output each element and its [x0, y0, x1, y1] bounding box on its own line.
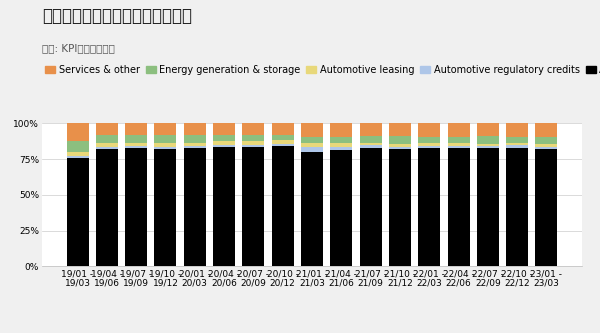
- Bar: [359, 136, 382, 143]
- Bar: [359, 148, 382, 266]
- Bar: [535, 137, 557, 144]
- Bar: [125, 136, 147, 143]
- Bar: [154, 143, 176, 147]
- Bar: [272, 146, 293, 266]
- Bar: [331, 147, 352, 151]
- Bar: [125, 148, 147, 266]
- Bar: [301, 143, 323, 147]
- Bar: [535, 123, 557, 137]
- Bar: [184, 123, 206, 136]
- Bar: [448, 123, 470, 137]
- Bar: [125, 146, 147, 148]
- Bar: [418, 146, 440, 148]
- Bar: [389, 147, 411, 149]
- Bar: [331, 123, 352, 137]
- Bar: [272, 136, 293, 141]
- Bar: [359, 143, 382, 146]
- Bar: [154, 123, 176, 136]
- Bar: [389, 144, 411, 147]
- Bar: [477, 136, 499, 144]
- Bar: [67, 158, 89, 266]
- Bar: [184, 146, 206, 148]
- Bar: [418, 148, 440, 266]
- Bar: [96, 123, 118, 136]
- Bar: [331, 151, 352, 266]
- Bar: [242, 123, 265, 136]
- Bar: [331, 137, 352, 143]
- Bar: [96, 147, 118, 149]
- Bar: [506, 148, 528, 266]
- Bar: [359, 123, 382, 136]
- Bar: [272, 141, 293, 144]
- Bar: [242, 147, 265, 266]
- Text: テスラのセグメント別売上の割合: テスラのセグメント別売上の割合: [42, 7, 192, 25]
- Bar: [448, 137, 470, 143]
- Bar: [67, 141, 89, 152]
- Bar: [535, 144, 557, 147]
- Bar: [535, 147, 557, 149]
- Bar: [418, 137, 440, 143]
- Bar: [301, 147, 323, 152]
- Bar: [154, 149, 176, 266]
- Bar: [67, 156, 89, 158]
- Bar: [506, 143, 528, 146]
- Bar: [331, 143, 352, 147]
- Bar: [213, 145, 235, 147]
- Bar: [154, 147, 176, 149]
- Bar: [448, 148, 470, 266]
- Bar: [272, 144, 293, 146]
- Bar: [67, 123, 89, 141]
- Bar: [184, 136, 206, 143]
- Bar: [506, 146, 528, 148]
- Bar: [184, 148, 206, 266]
- Bar: [301, 123, 323, 137]
- Bar: [477, 146, 499, 148]
- Legend: Services & other, Energy generation & storage, Automotive leasing, Automotive re: Services & other, Energy generation & st…: [41, 61, 600, 79]
- Bar: [448, 146, 470, 148]
- Bar: [125, 123, 147, 136]
- Bar: [477, 148, 499, 266]
- Bar: [242, 136, 265, 141]
- Bar: [389, 149, 411, 266]
- Bar: [389, 123, 411, 136]
- Bar: [418, 123, 440, 137]
- Text: 出典: KPIデータベース: 出典: KPIデータベース: [42, 43, 115, 53]
- Bar: [506, 123, 528, 137]
- Bar: [154, 136, 176, 143]
- Bar: [301, 152, 323, 266]
- Bar: [272, 123, 293, 136]
- Bar: [477, 144, 499, 146]
- Bar: [125, 143, 147, 146]
- Bar: [418, 143, 440, 146]
- Bar: [96, 136, 118, 143]
- Bar: [389, 136, 411, 144]
- Bar: [184, 143, 206, 146]
- Bar: [213, 123, 235, 136]
- Bar: [96, 143, 118, 147]
- Bar: [301, 137, 323, 143]
- Bar: [242, 145, 265, 147]
- Bar: [213, 141, 235, 145]
- Bar: [535, 149, 557, 266]
- Bar: [359, 146, 382, 148]
- Bar: [213, 147, 235, 266]
- Bar: [213, 136, 235, 141]
- Bar: [477, 123, 499, 136]
- Bar: [506, 137, 528, 143]
- Bar: [67, 152, 89, 156]
- Bar: [448, 143, 470, 146]
- Bar: [242, 141, 265, 145]
- Bar: [96, 149, 118, 266]
